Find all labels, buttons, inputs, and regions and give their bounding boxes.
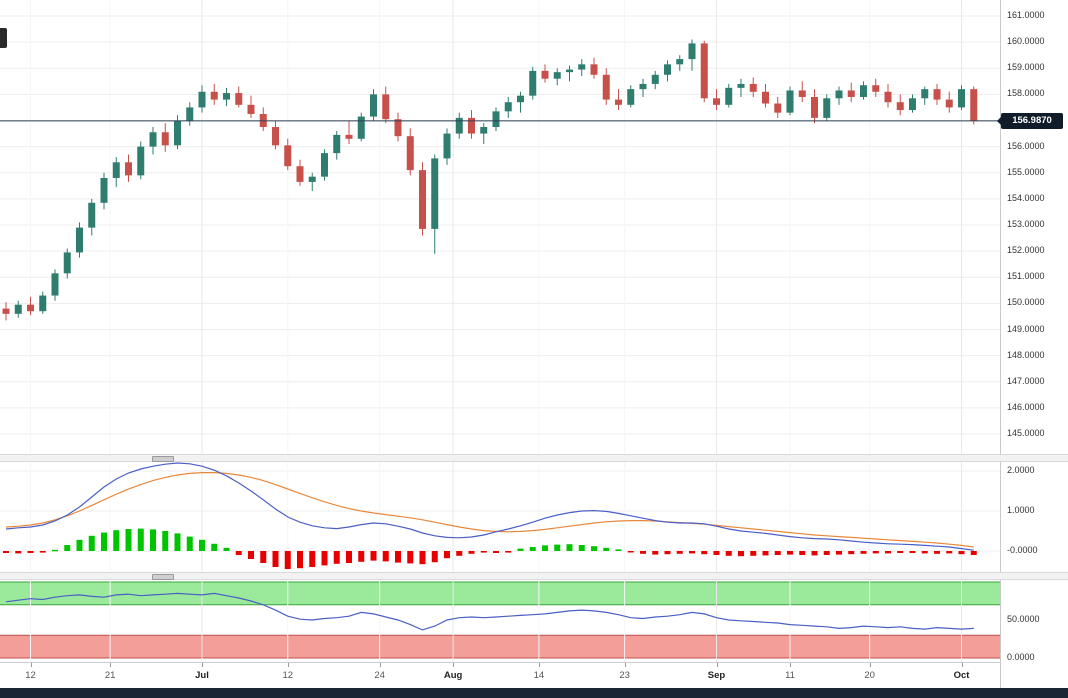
oscillator-tick-label: 0.0000: [1007, 652, 1035, 662]
time-tick-label: 21: [104, 670, 116, 681]
time-tick: [202, 663, 203, 667]
price-tick-label: 147.0000: [1007, 375, 1045, 386]
time-tick-label: 20: [864, 670, 875, 681]
time-tick: [453, 663, 455, 667]
collapsed-sidebar-handle[interactable]: [0, 28, 7, 48]
oscillator-tick-label: 50.0000: [1007, 614, 1040, 624]
macd-tick-label: 2.0000: [1007, 465, 1035, 475]
time-tick-label: 23: [619, 670, 630, 681]
price-tick-label: 148.0000: [1007, 349, 1045, 360]
price-tick-label: 153.0000: [1007, 219, 1045, 229]
macd-tick-label: 1.0000: [1007, 505, 1035, 515]
time-tick: [790, 663, 791, 667]
time-tick-label: Sep: [707, 670, 726, 681]
time-tick: [30, 663, 32, 667]
time-tick: [716, 663, 718, 667]
current-price-badge: 156.9870: [997, 112, 1063, 129]
panel-separator-oscillator[interactable]: [0, 572, 1068, 580]
price-tick-label: 161.0000: [1007, 10, 1045, 20]
time-tick-label: 11: [785, 670, 795, 681]
resize-grip-icon[interactable]: [152, 456, 174, 462]
time-tick: [538, 663, 540, 667]
price-tick-label: 154.0000: [1007, 192, 1045, 203]
price-tick-label: 145.0000: [1007, 428, 1045, 438]
bottom-toolbar: [0, 688, 1068, 698]
price-tick-label: 146.0000: [1007, 401, 1045, 412]
resize-grip-icon[interactable]: [152, 574, 174, 580]
time-tick-label: 24: [374, 670, 385, 681]
price-tick-label: 150.0000: [1007, 297, 1045, 308]
time-tick-label: Aug: [443, 670, 463, 681]
price-tick-label: 158.0000: [1007, 88, 1045, 99]
time-tick: [961, 663, 963, 667]
time-tick-label: Oct: [953, 670, 970, 681]
time-tick: [110, 663, 112, 667]
price-axis[interactable]: 156.9870 161.0000 160.0000 159.0000 158.000…: [997, 0, 1068, 688]
price-tick-label: 149.0000: [1007, 323, 1045, 334]
price-tick-label: 155.0000: [1007, 166, 1045, 177]
price-tick-label: 156.0000: [1007, 140, 1045, 151]
time-tick-label: 12: [25, 670, 36, 681]
price-tick-label: 151.0000: [1007, 271, 1045, 282]
price-chart-panel[interactable]: [0, 0, 1000, 454]
time-axis[interactable]: 12 21 Jul 12 24 Aug 14 23 Sep 11 20 Oct: [0, 662, 1000, 689]
oscillator-panel[interactable]: [0, 580, 1000, 662]
macd-tick-label: -0.0000: [1007, 545, 1038, 555]
price-tick-label: 160.0000: [1007, 36, 1045, 47]
time-tick: [624, 663, 626, 667]
panel-separator-macd[interactable]: [0, 454, 1068, 462]
time-tick-label: 12: [282, 670, 294, 681]
macd-indicator-panel[interactable]: [0, 462, 1000, 572]
price-tick-label: 159.0000: [1007, 62, 1045, 73]
time-tick-label: Jul: [195, 670, 209, 681]
time-tick-label: 14: [533, 670, 545, 681]
price-tick-label: 152.0000: [1007, 245, 1045, 256]
time-tick: [287, 663, 289, 667]
time-tick: [869, 663, 871, 667]
time-tick: [379, 663, 381, 667]
